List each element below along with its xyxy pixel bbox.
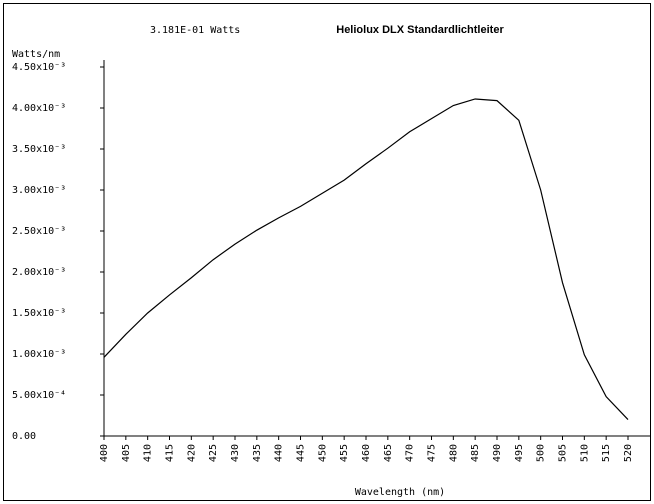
data-line <box>103 98 629 421</box>
y-axis-label: Watts/nm <box>12 49 60 60</box>
y-tick-label: 2.00x10⁻³ <box>12 267 66 278</box>
x-tick-label: 515 <box>601 444 612 462</box>
x-tick-label: 420 <box>186 444 197 462</box>
x-tick-label: 495 <box>514 444 525 462</box>
x-tick-label: 455 <box>339 444 350 462</box>
y-tick-label: 1.00x10⁻³ <box>12 349 66 360</box>
x-tick-label: 490 <box>492 444 503 462</box>
x-tick-label: 440 <box>274 444 285 462</box>
x-tick-label: 470 <box>405 444 416 462</box>
x-tick-label: 485 <box>470 444 481 462</box>
x-tick-label: 480 <box>448 444 459 462</box>
x-tick-label: 435 <box>252 444 263 462</box>
y-tick-label: 0.00 <box>12 431 36 442</box>
chart-subtitle: 3.181E-01 Watts <box>150 25 240 36</box>
x-tick-label: 430 <box>230 444 241 462</box>
y-tick-label: 2.50x10⁻³ <box>12 226 66 237</box>
x-tick-label: 400 <box>99 444 110 462</box>
x-tick-label: 500 <box>536 444 547 462</box>
x-tick-label: 510 <box>579 444 590 462</box>
x-tick-label: 460 <box>361 444 372 462</box>
x-tick-label: 445 <box>296 444 307 462</box>
x-tick-label: 520 <box>623 444 634 462</box>
chart-title: Heliolux DLX Standardlichtleiter <box>336 24 504 36</box>
x-tick-label: 410 <box>143 444 154 462</box>
x-tick-label: 415 <box>165 444 176 462</box>
x-tick-label: 505 <box>558 444 569 462</box>
x-tick-label: 450 <box>317 444 328 462</box>
y-tick-label: 4.00x10⁻³ <box>12 103 66 114</box>
x-tick-label: 475 <box>427 444 438 462</box>
y-tick-label: 3.00x10⁻³ <box>12 185 66 196</box>
y-tick-label: 5.00x10⁻⁴ <box>12 390 66 401</box>
x-tick-label: 425 <box>208 444 219 462</box>
y-tick-label: 4.50x10⁻³ <box>12 62 66 73</box>
y-tick-label: 3.50x10⁻³ <box>12 144 66 155</box>
x-axis-label: Wavelength (nm) <box>355 487 445 498</box>
y-tick-label: 1.50x10⁻³ <box>12 308 66 319</box>
frame <box>3 3 651 501</box>
x-tick-label: 405 <box>121 444 132 462</box>
x-tick-label: 465 <box>383 444 394 462</box>
